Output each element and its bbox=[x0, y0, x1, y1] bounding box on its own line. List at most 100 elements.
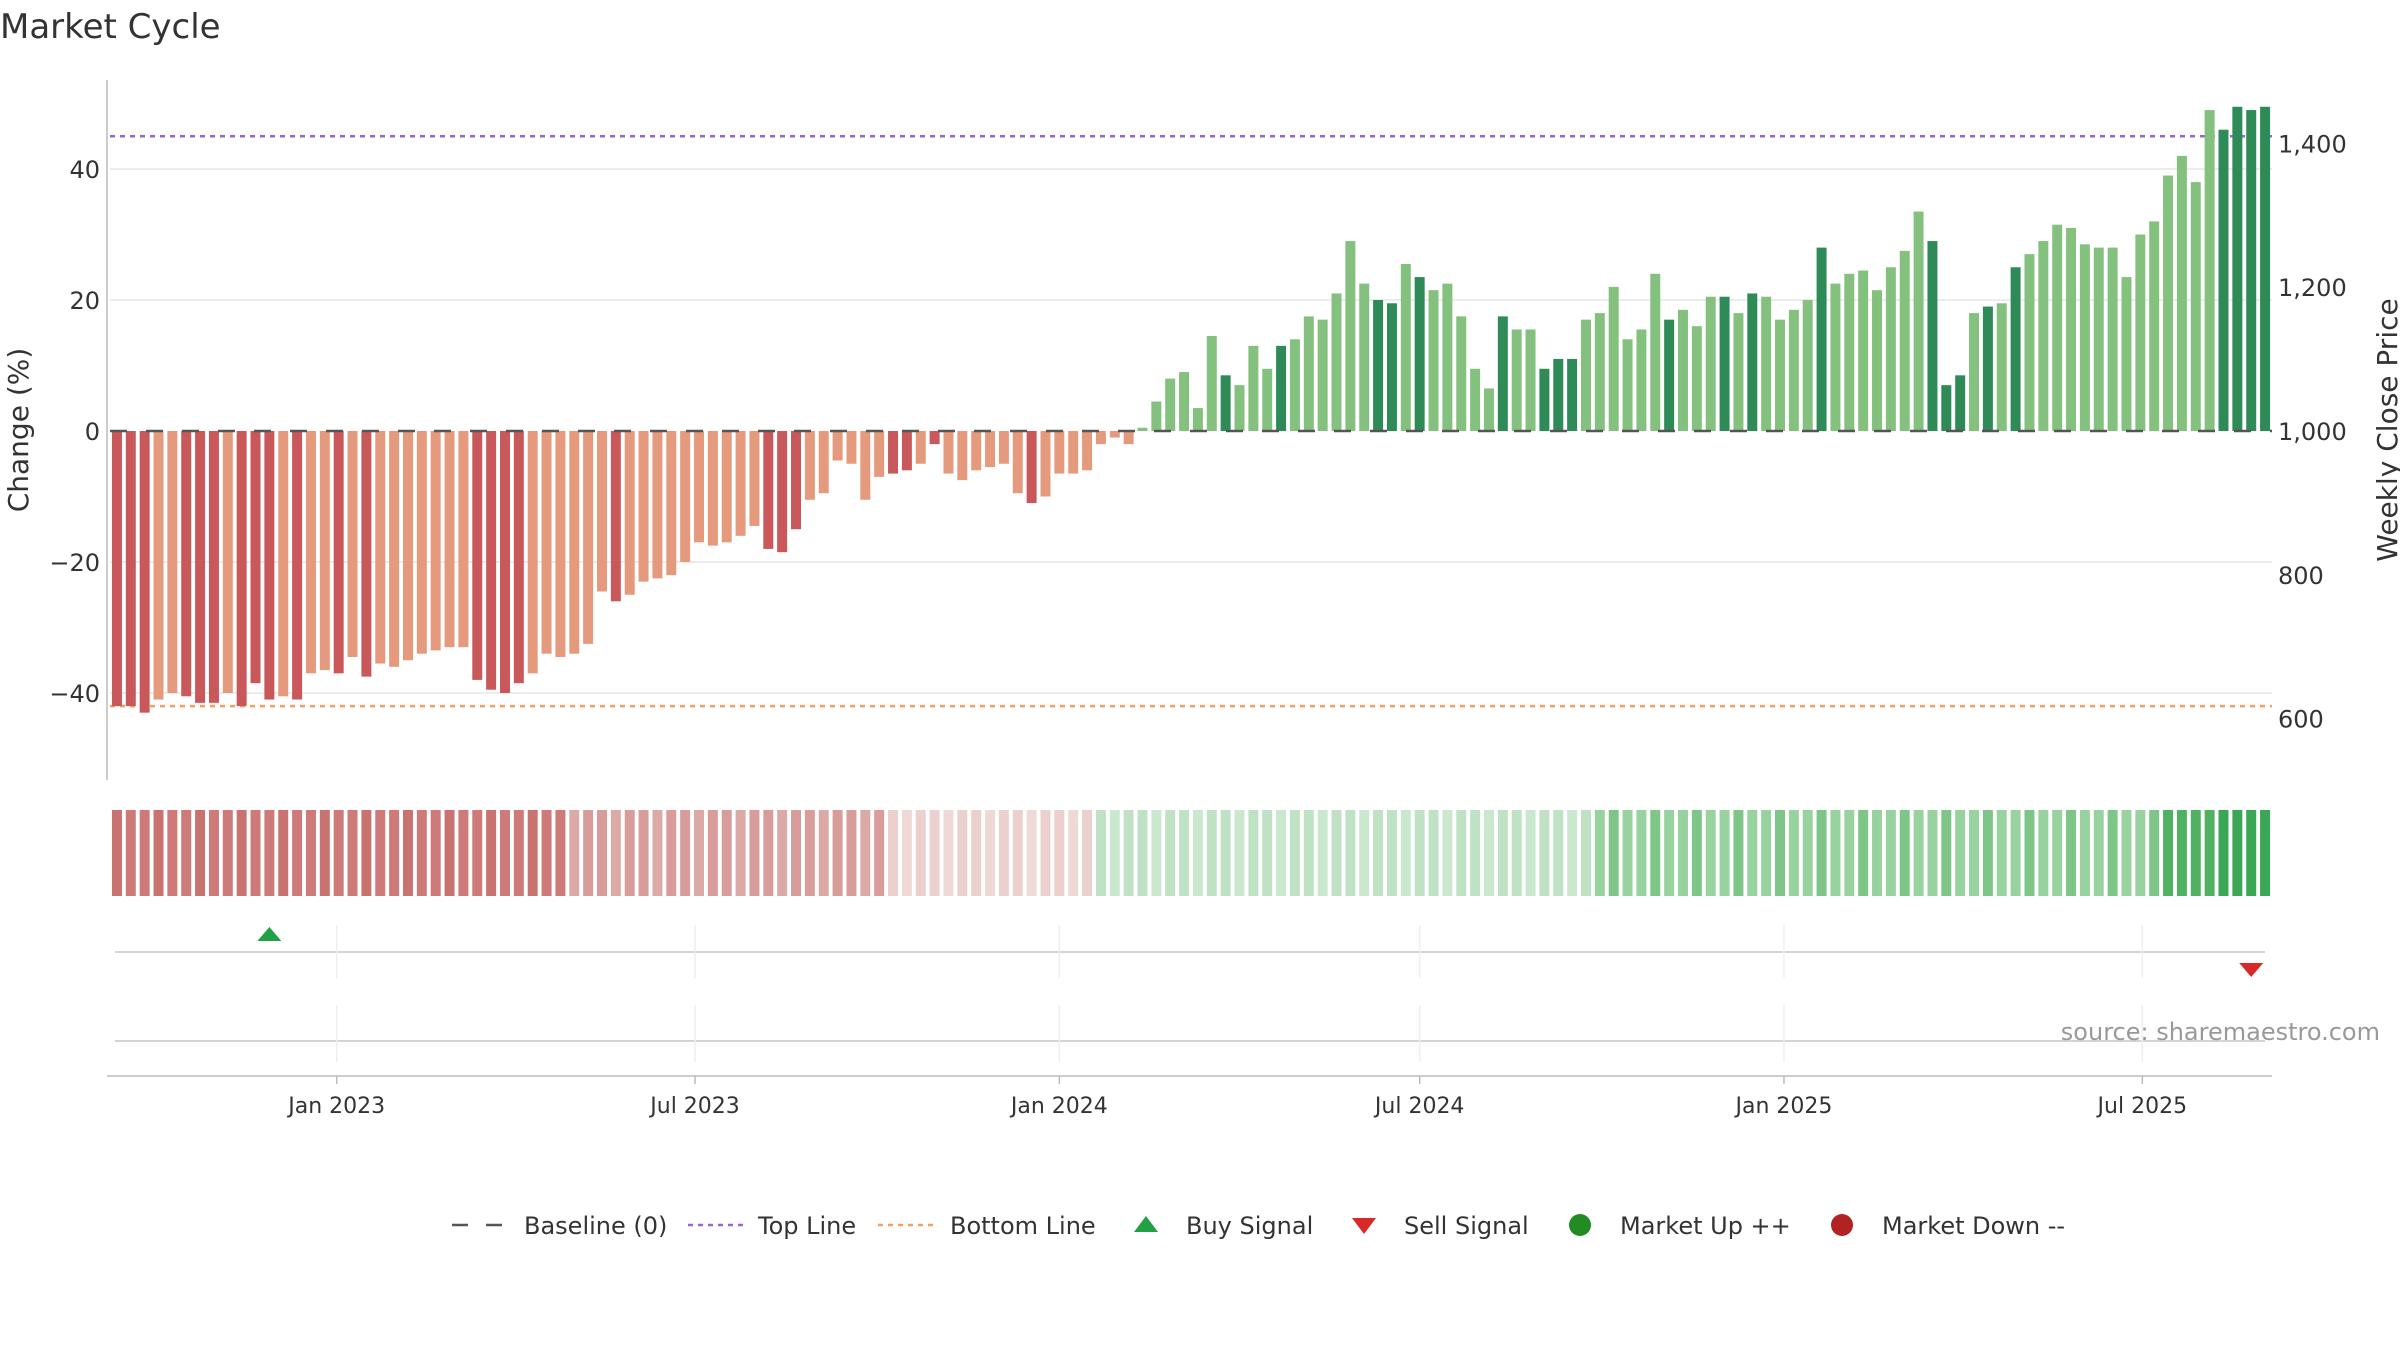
status-cell bbox=[1941, 810, 1952, 896]
change-bar bbox=[832, 431, 843, 461]
change-bar bbox=[430, 431, 441, 651]
status-cell bbox=[846, 810, 857, 896]
status-cell bbox=[1109, 810, 1120, 896]
change-bar bbox=[1220, 375, 1231, 431]
chart-title: Market Cycle bbox=[0, 7, 221, 47]
change-bar bbox=[236, 431, 247, 707]
change-bar bbox=[1179, 372, 1190, 431]
status-cell bbox=[1580, 810, 1591, 896]
status-cell bbox=[195, 810, 206, 896]
status-cell bbox=[1137, 810, 1148, 896]
status-cell bbox=[486, 810, 497, 896]
status-cell bbox=[319, 810, 330, 896]
change-bar bbox=[1317, 319, 1328, 431]
change-bar bbox=[2107, 247, 2118, 431]
legend-label: Bottom Line bbox=[950, 1212, 1096, 1240]
status-cell bbox=[1664, 810, 1675, 896]
status-cell bbox=[264, 810, 275, 896]
change-bar bbox=[597, 431, 607, 592]
change-bar bbox=[499, 431, 510, 693]
status-cell bbox=[832, 810, 843, 896]
status-cell bbox=[1872, 810, 1883, 896]
change-bar bbox=[2163, 175, 2174, 431]
status-cell bbox=[2149, 810, 2160, 896]
change-bar bbox=[749, 431, 760, 526]
change-bar bbox=[1913, 211, 1924, 431]
status-cell bbox=[749, 810, 760, 896]
status-cell bbox=[2066, 810, 2077, 896]
y-tick-label: 0 bbox=[85, 418, 100, 446]
y-tick-label: −40 bbox=[49, 680, 100, 708]
change-bar bbox=[125, 431, 136, 707]
change-bar bbox=[527, 431, 538, 674]
change-bar bbox=[666, 431, 677, 576]
status-cell bbox=[111, 810, 122, 896]
status-cell bbox=[153, 810, 164, 896]
y-tick-label: 40 bbox=[69, 156, 100, 184]
status-cell bbox=[222, 810, 233, 896]
status-cell bbox=[125, 810, 136, 896]
status-cell bbox=[1497, 810, 1508, 896]
change-bar bbox=[1608, 286, 1619, 431]
change-bar bbox=[472, 431, 483, 680]
status-cell bbox=[1470, 810, 1481, 896]
change-bar bbox=[195, 431, 206, 703]
change-bar bbox=[167, 431, 178, 693]
buy-signal-marker bbox=[257, 927, 282, 941]
x-tick-label: Jul 2023 bbox=[648, 1094, 740, 1119]
change-bar bbox=[1428, 290, 1439, 431]
change-bar bbox=[1068, 431, 1079, 474]
change-bar bbox=[1289, 339, 1300, 431]
change-bar bbox=[2066, 227, 2077, 431]
change-bar bbox=[319, 431, 330, 671]
change-bar bbox=[2121, 277, 2132, 431]
change-bar bbox=[1691, 326, 1702, 431]
change-bar bbox=[943, 431, 954, 474]
change-bar bbox=[915, 431, 926, 464]
status-cell bbox=[1165, 810, 1176, 896]
status-cell bbox=[707, 810, 718, 896]
status-cell bbox=[1179, 810, 1190, 896]
status-cell bbox=[2260, 810, 2271, 896]
change-bar bbox=[1678, 309, 1688, 431]
change-bar bbox=[1802, 300, 1813, 431]
status-cell bbox=[1345, 810, 1356, 896]
y2-tick-label: 600 bbox=[2278, 706, 2324, 734]
y2-tick-label: 1,200 bbox=[2278, 274, 2347, 302]
change-bar bbox=[998, 431, 1009, 464]
reference-lines bbox=[110, 135, 2272, 708]
change-bar bbox=[1996, 303, 2007, 431]
status-cell bbox=[2232, 810, 2243, 896]
change-bar bbox=[139, 431, 150, 713]
legend-item-top: Top Line bbox=[688, 1212, 856, 1240]
change-bar bbox=[1788, 309, 1799, 431]
status-cell bbox=[777, 810, 788, 896]
change-bar bbox=[1775, 319, 1785, 431]
status-cell bbox=[1095, 810, 1106, 896]
status-cell bbox=[305, 810, 316, 896]
change-bar bbox=[1054, 431, 1065, 474]
change-bar bbox=[402, 431, 413, 661]
status-cell bbox=[2052, 810, 2063, 896]
change-bar bbox=[1733, 313, 1744, 431]
change-bar bbox=[846, 431, 857, 464]
signal-vertical-grid bbox=[335, 925, 2144, 1062]
status-cell bbox=[2190, 810, 2201, 896]
legend-label: Market Down -- bbox=[1882, 1212, 2065, 1240]
status-cell bbox=[1969, 810, 1980, 896]
status-cell bbox=[1456, 810, 1467, 896]
change-bar bbox=[721, 431, 732, 543]
y2-tick-label: 1,000 bbox=[2278, 418, 2347, 446]
sell-signal-marker bbox=[2239, 963, 2264, 977]
status-cell bbox=[1705, 810, 1716, 896]
change-bar bbox=[375, 431, 386, 664]
x-tick-label: Jul 2024 bbox=[1373, 1094, 1465, 1119]
change-bar bbox=[2204, 110, 2215, 432]
status-cell bbox=[1678, 810, 1688, 896]
change-bar bbox=[1303, 316, 1314, 431]
change-bar bbox=[2093, 247, 2104, 431]
status-cell bbox=[1040, 810, 1051, 896]
change-bar bbox=[957, 431, 968, 481]
change-bar bbox=[2218, 129, 2229, 431]
y-tick-label: −20 bbox=[49, 549, 100, 577]
